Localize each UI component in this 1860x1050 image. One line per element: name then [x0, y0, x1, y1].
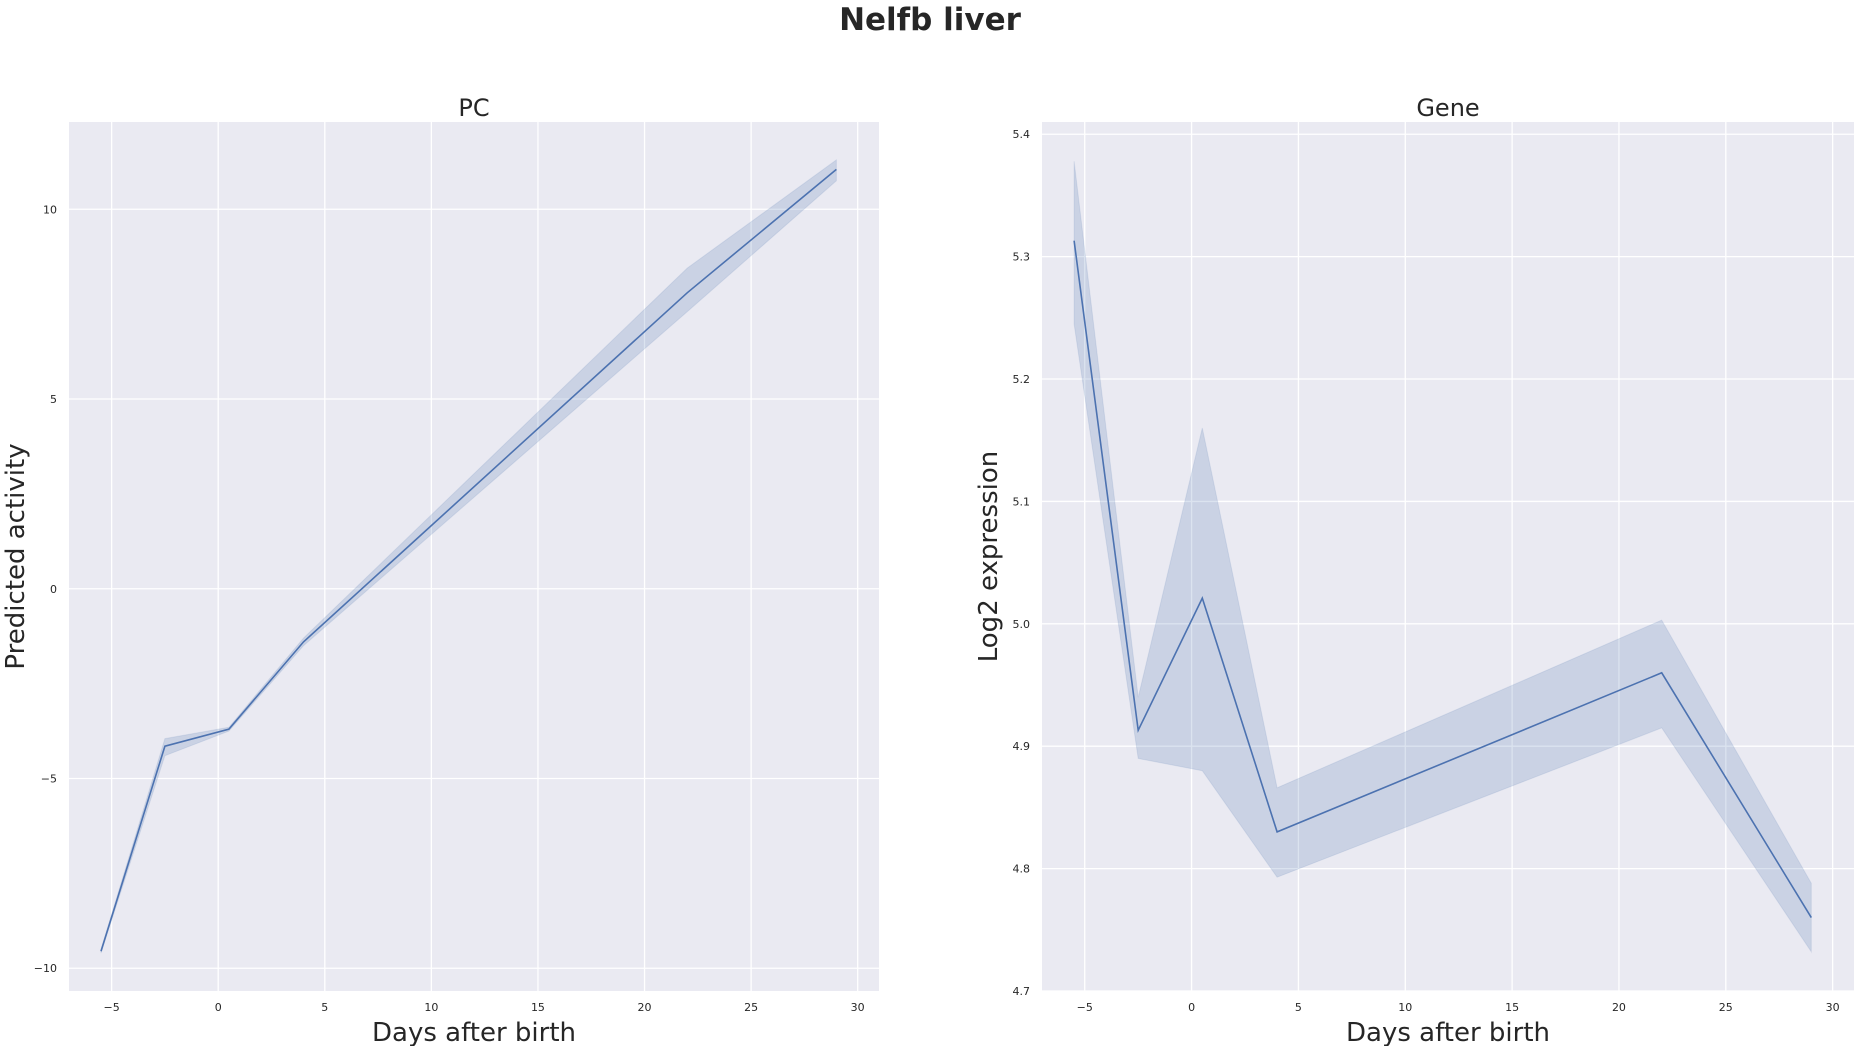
x-tick-label: 10 [424, 1001, 438, 1014]
series-line [1073, 240, 1812, 919]
x-tick-label: 0 [215, 1001, 222, 1014]
x-tick-label: 25 [744, 1001, 758, 1014]
x-tick-label: −5 [1077, 1001, 1093, 1014]
y-tick-label: 5.3 [1013, 251, 1031, 264]
y-tick-label: 5.0 [1013, 618, 1031, 631]
y-tick-label: 10 [43, 203, 57, 216]
y-tick-label: 4.7 [1013, 985, 1031, 998]
plot-area [1042, 122, 1854, 991]
x-tick-label: 10 [1398, 1001, 1412, 1014]
subplot-gene: −5 0 5 10 15 20 25 30 4.7 4.8 4.9 5.0 5.1 5.2 5.3 5.4 Ge… [974, 94, 1854, 1048]
x-tick-label: 0 [1188, 1001, 1195, 1014]
x-tick-label: 25 [1719, 1001, 1733, 1014]
y-tick-label: 5.2 [1013, 373, 1031, 386]
x-axis-label: Days after birth [1346, 1018, 1550, 1046]
y-axis-label: Log2 expression [974, 451, 1004, 663]
y-tick-label: 5.4 [1013, 128, 1031, 141]
x-tick-label: 30 [1826, 1001, 1840, 1014]
x-tick-label: 5 [321, 1001, 328, 1014]
y-tick-label: 5.1 [1013, 495, 1031, 508]
y-tick-label: 5 [50, 393, 57, 406]
y-axis-label: Predicted activity [1, 443, 31, 669]
x-tick-label: 15 [531, 1001, 545, 1014]
y-tick-label: 0 [50, 583, 57, 596]
figure-title: Nelfb liver [839, 2, 1021, 38]
subplot-title: Gene [1416, 94, 1479, 122]
x-tick-label: −5 [104, 1001, 120, 1014]
series-line [100, 168, 837, 952]
x-tick-label: 5 [1295, 1001, 1302, 1014]
subplot-title: PC [458, 94, 489, 122]
x-tick-label: 20 [1612, 1001, 1626, 1014]
y-tick-label: −10 [34, 962, 57, 975]
subplot-pc: −5 0 5 10 15 20 25 30 −10 −5 0 5 10 PC Days after birt… [1, 94, 879, 1048]
plot-area [69, 122, 879, 991]
confidence-band [1073, 161, 1812, 954]
y-tick-label: −5 [41, 772, 57, 785]
x-tick-label: 15 [1505, 1001, 1519, 1014]
confidence-band [100, 158, 837, 954]
y-tick-label: 4.9 [1013, 740, 1031, 753]
x-axis-label: Days after birth [372, 1018, 576, 1046]
x-tick-label: 20 [638, 1001, 652, 1014]
x-tick-label: 30 [851, 1001, 865, 1014]
y-tick-label: 4.8 [1013, 863, 1031, 876]
